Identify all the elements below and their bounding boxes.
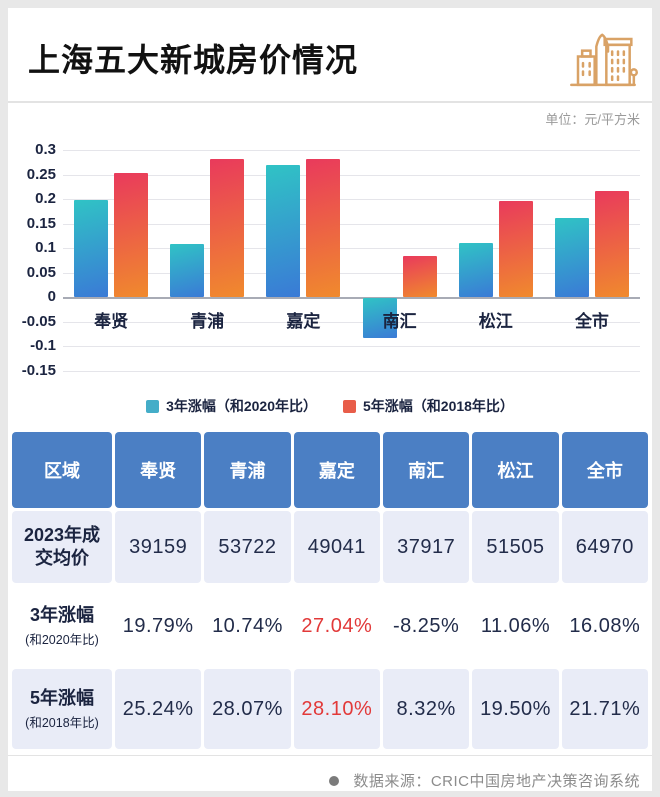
bar-5yr-4 [498,201,533,297]
table-cell-highlight: 27.04% [293,586,380,666]
gridline [63,272,640,274]
y-tick-label: 0.2 [35,190,56,207]
category-label-2: 嘉定 [286,312,321,331]
table-cell: 10.74% [204,586,291,666]
table-header-citywide: 全市 [561,432,648,508]
table-cell: 64970 [561,511,648,583]
bar-group-1: 青浦 [159,142,255,394]
y-tick-label: -0.05 [21,312,56,330]
bar-3yr-5 [554,218,589,297]
page-title: 上海五大新城房价情况 [28,42,359,78]
bar-chart: 0.3 0.25 0.2 0.15 0.1 0.05 0 -0.05 -0.1 -0.15 奉贤 青… [8,141,652,394]
table-cell: 37917 [383,511,470,583]
bar-5yr-0 [114,173,149,297]
y-tick-label: 0 [47,288,56,305]
bar-group-3: 南汇 [352,142,448,394]
table-cell: 28.07% [204,669,291,749]
table-cell: 49041 [293,511,380,583]
y-tick-label: -0.1 [30,337,56,354]
gridline [63,174,640,176]
table-header-nanhui: 南汇 [383,432,470,508]
price-table: 区域 奉贤 青浦 嘉定 南汇 松江 全市 2023年成交均价 39159 537… [12,432,648,749]
y-tick-label: -0.15 [21,361,56,379]
grid-layer [63,142,640,394]
table-cell: 21.71% [561,669,648,749]
y-tick-label: 0.1 [35,239,56,256]
header: 上海五大新城房价情况 [8,8,652,101]
gridline [63,370,640,372]
legend-label-3yr: 3年涨幅（和2020年比） [166,398,317,414]
category-label-3: 南汇 [382,312,417,331]
row-label-3yr-growth: 3年涨幅 (和2020年比) [12,586,112,666]
row-label-2023-avg-price: 2023年成交均价 [12,511,112,583]
legend-item-5yr: 5年涨幅（和2018年比） [343,396,514,416]
gridline [63,199,640,200]
unit-label: 单位：元/平方米 [545,112,640,127]
bar-group-5: 全市 [544,142,640,394]
category-label-5: 全市 [574,312,609,331]
table-cell: 19.79% [115,586,202,666]
city-buildings-icon [568,26,638,97]
bar-group-4: 松江 [448,142,544,394]
gridline [63,150,640,151]
source-text: 数据来源：CRIC中国房地产决策咨询系统 [353,773,640,790]
legend-swatch-5yr-icon [343,399,356,413]
y-tick-label: 0.15 [26,214,56,232]
table-cell: 39159 [115,511,202,583]
bar-3yr-0 [74,200,109,297]
bar-5yr-3 [402,256,437,297]
table-cell: 16.08% [561,586,648,666]
bar-group-0: 奉贤 [63,142,159,394]
table-cell-highlight: 28.10% [293,669,380,749]
table-header-region: 区域 [12,432,112,508]
gridline [63,321,640,323]
zero-axis-line [63,297,640,299]
y-tick-label: 0.05 [26,263,56,281]
table-cell: 51505 [472,511,559,583]
bar-3yr-2 [266,164,301,297]
bar-3yr-3 [362,298,397,339]
infographic-card: 上海五大新城房价情况 单位：元/平方米 0.3 0.25 0.2 0.15 0.1 0.0… [8,8,652,791]
table-header-jiading: 嘉定 [293,432,380,508]
table-cell: 11.06% [472,586,559,666]
source-footer: 数据来源：CRIC中国房地产决策咨询系统 [8,755,652,791]
legend-label-5yr: 5年涨幅（和2018年比） [363,398,514,414]
table-header-fengxian: 奉贤 [115,432,202,508]
category-label-0: 奉贤 [94,312,129,331]
category-label-4: 松江 [478,312,513,331]
category-label-1: 青浦 [190,312,225,331]
row-label-5yr-growth: 5年涨幅 (和2018年比) [12,669,112,749]
bar-5yr-5 [594,190,629,297]
gridline [63,346,640,347]
bar-3yr-4 [458,242,493,297]
gridline [63,248,640,249]
bar-3yr-1 [170,244,205,297]
table-header-songjiang: 松江 [472,432,559,508]
chart-legend: 3年涨幅（和2020年比） 5年涨幅（和2018年比） [8,396,652,416]
bar-groups: 奉贤 青浦 嘉定 南汇 松江 全市 [63,142,640,394]
bar-5yr-1 [210,159,245,297]
bar-5yr-2 [306,159,341,297]
bullet-icon [329,775,340,786]
table-cell: 53722 [204,511,291,583]
gridline [63,223,640,225]
legend-item-3yr: 3年涨幅（和2020年比） [146,396,317,416]
table-cell: 25.24% [115,669,202,749]
table-cell: -8.25% [383,586,470,666]
y-tick-label: 0.25 [26,165,56,183]
table-cell: 19.50% [472,669,559,749]
header-divider [8,101,652,103]
table-cell: 8.32% [383,669,470,749]
legend-swatch-3yr-icon [146,399,160,413]
table-header-qingpu: 青浦 [204,432,291,508]
bar-group-2: 嘉定 [255,142,351,394]
y-tick-label: 0.3 [35,141,56,158]
